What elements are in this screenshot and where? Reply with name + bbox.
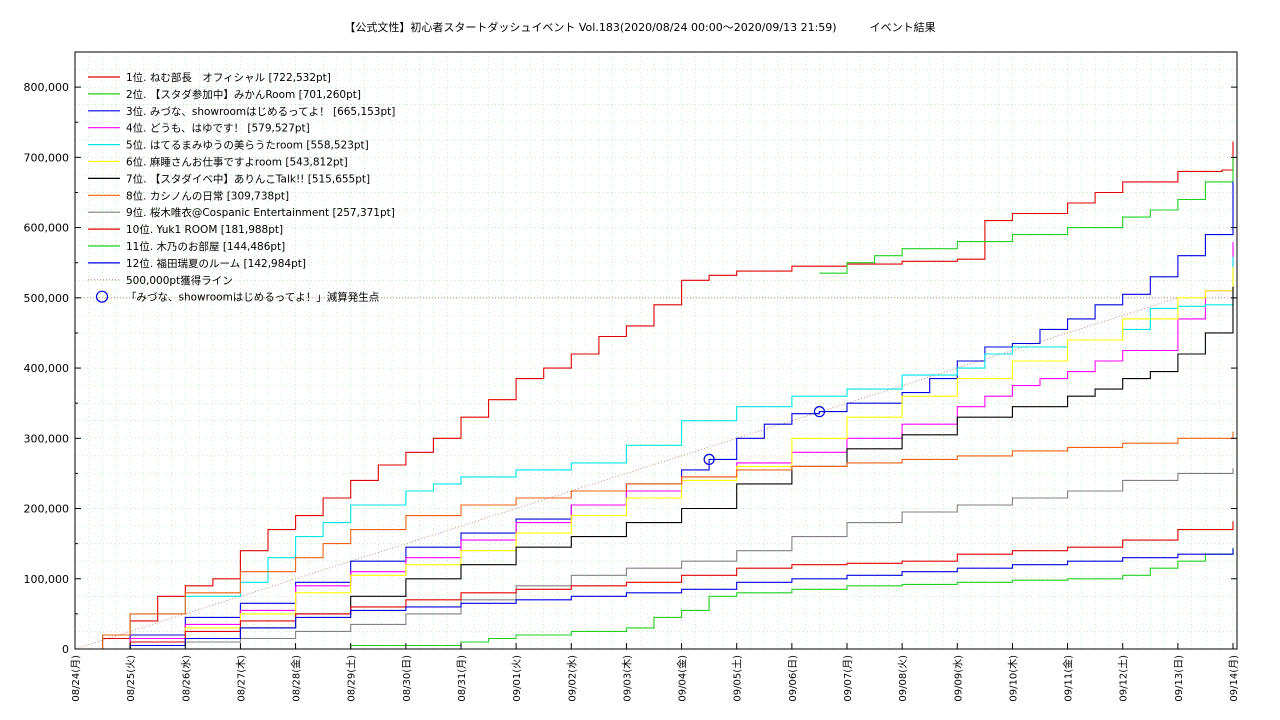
x-axis: 08/24(月) 08/25(火) 08/26(水) 08/27(木) 08/28(金)… [70,643,1240,702]
legend-label-reference: 500,000pt獲得ライン [126,274,233,287]
legend-label-marker: 「みづな、showroomはじめるってよ！」減算発生点 [126,291,379,304]
x-tick-label: 09/14(月) [1228,655,1240,702]
legend-label: 6位. 麻睡さんお仕事ですよroom [543,812pt] [126,156,348,169]
y-axis: 0 100,000 200,000 300,000 400,000 500,000 600,… [24,51,1237,656]
x-tick-label: 08/28(金) [290,655,303,702]
legend-label: 11位. 木乃のお部屋 [144,486pt] [126,240,285,253]
x-tick-label: 09/03(木) [621,655,633,702]
series-line-9 [75,468,1234,650]
x-tick-label: 08/30(日) [402,655,413,702]
y-tick-label: 100,000 [24,573,70,586]
x-tick-label: 08/24(月) [70,655,82,702]
reference-line-layer [74,297,1237,650]
series-line-3 [75,181,1234,650]
series-line-8 [75,431,1234,650]
x-tick-label: 09/08(火) [897,655,909,702]
legend-label: 1位. ねむ部長 オフィシャル [722,532pt] [126,71,331,84]
reference-line-diagonal [74,297,1178,650]
x-tick-label: 09/02(水) [566,655,578,702]
series-line-7 [75,286,1234,650]
y-tick-label: 800,000 [24,81,70,94]
legend-swatch-marker [95,290,109,303]
grid [74,51,1237,650]
y-tick-label: 500,000 [24,292,70,305]
decrement-marker [703,453,715,465]
x-tick-label: 08/29(土) [345,655,358,702]
x-tick-label: 09/13(日) [1174,655,1185,702]
x-tick-label: 09/09(水) [952,655,964,702]
x-tick-label: 09/01(火) [511,655,523,702]
marker-layer [703,406,826,465]
x-tick-label: 09/12(土) [1117,655,1130,702]
x-tick-label: 09/07(月) [842,655,854,702]
series-line-1 [75,141,1234,650]
y-tick-label: 600,000 [24,222,70,235]
x-tick-label: 09/11(金) [1062,655,1075,702]
legend-label: 8位. カシノんの日常 [309,738pt] [126,189,289,202]
legend-label: 10位. Yuk1 ROOM [181,988pt] [126,223,283,236]
decrement-marker [813,406,826,418]
y-tick-label: 0 [62,643,69,656]
legend-label: 4位. どうも、はゆです！ [579,527pt] [126,122,310,135]
y-tick-label: 300,000 [24,432,70,445]
x-tick-label: 09/10(木) [1007,655,1019,702]
y-tick-label: 400,000 [24,362,70,375]
x-tick-label: 09/05(土) [731,655,744,702]
legend-label: 3位. みづな、showroomはじめるってよ！ [665,153pt] [126,105,395,118]
series-line-11 [75,547,1234,650]
x-tick-label: 09/06(日) [788,655,799,702]
y-tick-label: 200,000 [24,503,70,516]
series-line-2 [819,156,1234,274]
series-layer [75,141,1234,650]
chart-title: 【公式文性】初心者スタートダッシュイベント Vol.183(2020/08/24… [344,21,936,34]
legend-label: 12位. 福田瑞夏のルーム [142,984pt] [126,257,306,270]
series-line-12 [75,548,1234,650]
x-tick-label: 08/26(水) [180,655,192,702]
legend-label: 5位. はてるまみゆうの美らうたroom [558,523pt] [126,139,369,152]
y-tick-label: 700,000 [24,151,70,164]
legend: 1位. ねむ部長 オフィシャル [722,532pt] 2位. 【スタダ参加中】み… [88,71,395,304]
legend-label: 9位. 桜木唯衣@Cospanic Entertainment [257,371… [126,206,395,219]
legend-label: 2位. 【スタダ参加中】みかんRoom [701,260pt] [126,88,361,101]
plot-frame [74,51,1238,650]
x-tick-label: 08/27(木) [235,655,247,702]
x-tick-label: 09/04(金) [676,655,689,702]
x-tick-label: 08/25(火) [125,655,137,702]
legend-label: 7位. 【スタダイベ中】ありんこTalk!! [515,655pt] [126,172,370,185]
x-tick-label: 08/31(月) [456,655,468,702]
